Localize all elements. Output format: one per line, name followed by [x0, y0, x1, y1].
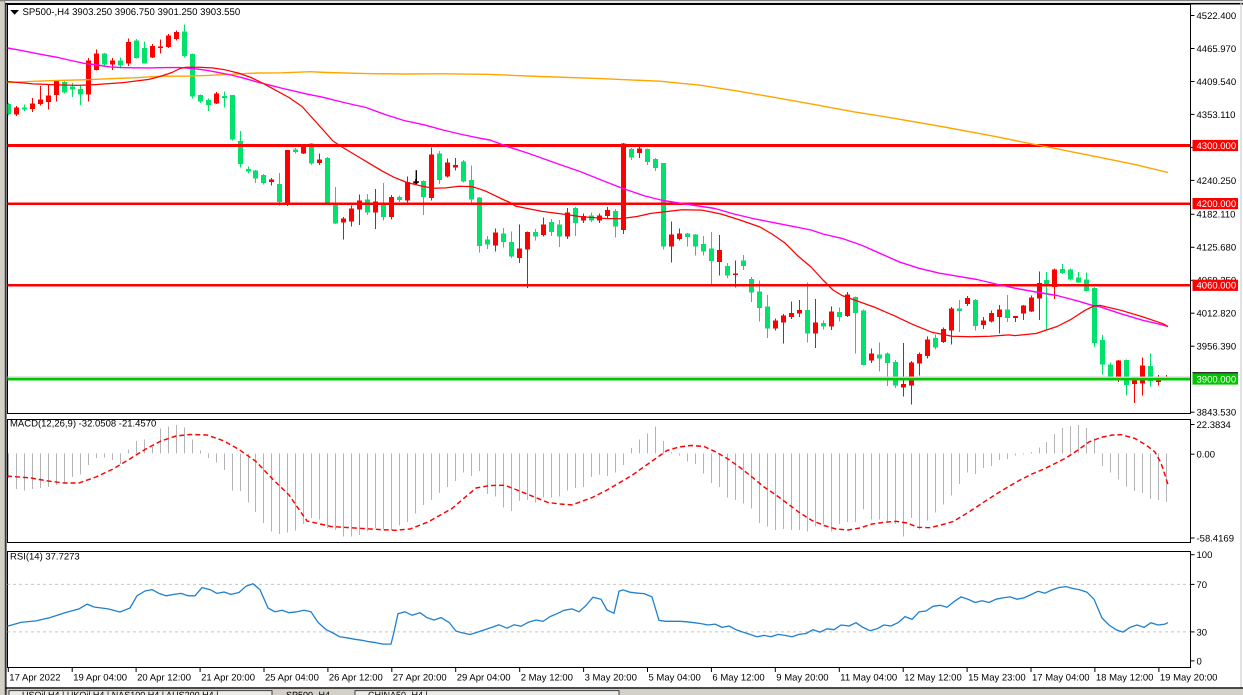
svg-text:3843.530: 3843.530	[1197, 408, 1237, 419]
svg-text:19 Apr 04:00: 19 Apr 04:00	[73, 673, 127, 684]
svg-text:17 May 04:00: 17 May 04:00	[1032, 673, 1090, 684]
svg-text:100: 100	[1197, 550, 1213, 561]
svg-text:29 Apr 04:00: 29 Apr 04:00	[457, 673, 511, 684]
svg-text:0.00: 0.00	[1197, 450, 1216, 461]
svg-text:4060.000: 4060.000	[1197, 281, 1237, 292]
svg-text:20 Apr 12:00: 20 Apr 12:00	[137, 673, 191, 684]
svg-text:MACD(12,26,9) -32.0508 -21.457: MACD(12,26,9) -32.0508 -21.4570	[10, 419, 156, 430]
svg-text:9 May 20:00: 9 May 20:00	[776, 673, 828, 684]
svg-text:70: 70	[1197, 580, 1208, 591]
svg-text:18 May 12:00: 18 May 12:00	[1096, 673, 1154, 684]
svg-text:4409.540: 4409.540	[1197, 77, 1237, 88]
svg-text:4465.970: 4465.970	[1197, 44, 1237, 55]
svg-text:25 Apr 04:00: 25 Apr 04:00	[265, 673, 319, 684]
svg-text:SP500-,H4 3903.250 3906.750 3: SP500-,H4 3903.250 3906.750 3901.250 390…	[23, 7, 241, 18]
svg-text:RSI(14) 37.7273: RSI(14) 37.7273	[10, 552, 80, 563]
svg-text:SP500-,H4: SP500-,H4	[286, 690, 330, 695]
svg-text:3956.390: 3956.390	[1197, 342, 1237, 353]
svg-text:15 May 23:00: 15 May 23:00	[968, 673, 1026, 684]
svg-text:0: 0	[1197, 656, 1202, 667]
svg-text:4300.000: 4300.000	[1197, 141, 1237, 152]
svg-text:4012.820: 4012.820	[1197, 309, 1237, 320]
svg-text:30: 30	[1197, 627, 1208, 638]
svg-text:26 Apr 12:00: 26 Apr 12:00	[329, 673, 383, 684]
svg-text:3 May 20:00: 3 May 20:00	[585, 673, 637, 684]
svg-text:4200.000: 4200.000	[1197, 199, 1237, 210]
svg-text:19 May 20:00: 19 May 20:00	[1160, 673, 1218, 684]
svg-text:4522.400: 4522.400	[1197, 11, 1237, 22]
svg-text:-58.4169: -58.4169	[1197, 533, 1235, 544]
svg-text:27 Apr 20:00: 27 Apr 20:00	[393, 673, 447, 684]
svg-text:4240.250: 4240.250	[1197, 176, 1237, 187]
svg-text:4182.110: 4182.110	[1197, 210, 1236, 221]
svg-text:4353.110: 4353.110	[1197, 110, 1236, 121]
svg-text:2 May 12:00: 2 May 12:00	[521, 673, 573, 684]
svg-text:4125.680: 4125.680	[1197, 243, 1237, 254]
svg-text:CHINA50-,H4 |: CHINA50-,H4 |	[368, 690, 428, 695]
svg-text:21 Apr 20:00: 21 Apr 20:00	[201, 673, 255, 684]
svg-text:22.3834: 22.3834	[1197, 420, 1231, 431]
svg-text:3900.000: 3900.000	[1197, 374, 1237, 385]
svg-text:12 May 12:00: 12 May 12:00	[904, 673, 962, 684]
svg-text:5 May 04:00: 5 May 04:00	[649, 673, 701, 684]
svg-text:11 May 04:00: 11 May 04:00	[840, 673, 897, 684]
svg-text:USOil,H4 | UKOil,H4 | NAS100,H: USOil,H4 | UKOil,H4 | NAS100,H4 | AUS200…	[22, 690, 218, 695]
svg-text:6 May 12:00: 6 May 12:00	[712, 673, 764, 684]
svg-text:17 Apr 2022: 17 Apr 2022	[9, 673, 60, 684]
